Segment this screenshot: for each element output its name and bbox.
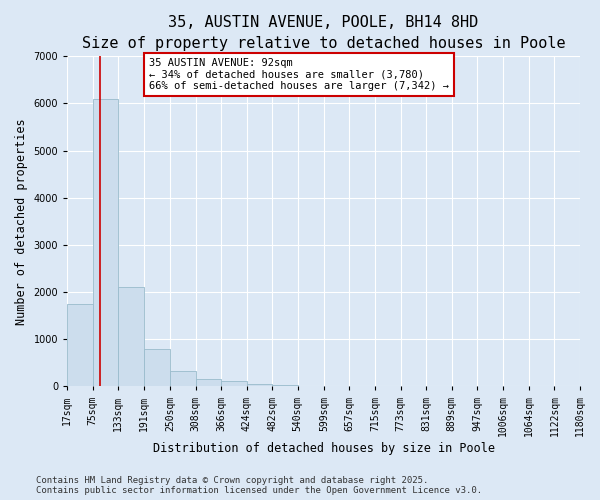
- Text: 35 AUSTIN AVENUE: 92sqm
← 34% of detached houses are smaller (3,780)
66% of semi: 35 AUSTIN AVENUE: 92sqm ← 34% of detache…: [149, 58, 449, 91]
- Bar: [93, 99, 118, 386]
- Y-axis label: Number of detached properties: Number of detached properties: [15, 118, 28, 324]
- Bar: [144, 348, 170, 387]
- Bar: [118, 288, 144, 386]
- Bar: [170, 370, 196, 386]
- Text: Contains HM Land Registry data © Crown copyright and database right 2025.
Contai: Contains HM Land Registry data © Crown c…: [36, 476, 482, 495]
- Title: 35, AUSTIN AVENUE, POOLE, BH14 8HD
Size of property relative to detached houses : 35, AUSTIN AVENUE, POOLE, BH14 8HD Size …: [82, 15, 565, 51]
- Bar: [196, 379, 221, 386]
- Bar: [67, 304, 93, 386]
- Bar: [247, 384, 272, 386]
- X-axis label: Distribution of detached houses by size in Poole: Distribution of detached houses by size …: [152, 442, 494, 455]
- Bar: [272, 385, 298, 386]
- Bar: [221, 380, 247, 386]
